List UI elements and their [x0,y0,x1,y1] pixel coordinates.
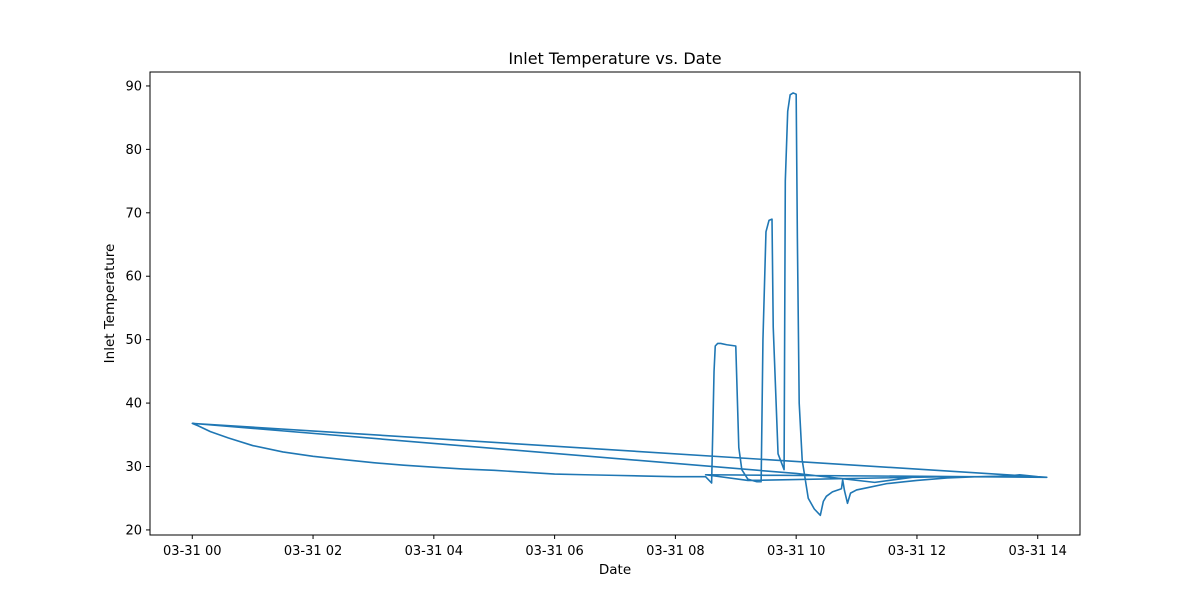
y-tick-label: 40 [125,397,142,412]
x-tick-label: 03-31 14 [1009,544,1067,559]
y-tick-label: 50 [125,333,142,348]
y-tick-label: 20 [125,523,142,538]
x-tick-label: 03-31 10 [767,544,825,559]
x-tick-label: 03-31 04 [405,544,463,559]
x-axis-title: Date [599,562,631,578]
x-tick-label: 03-31 02 [284,544,342,559]
y-axis: 20 30 40 50 60 70 80 90 [125,79,150,538]
series-line-group [191,92,1048,517]
y-tick-label: 30 [125,460,142,475]
y-axis-title: Inlet Temperature [102,244,118,364]
x-tick-label: 03-31 00 [163,544,221,559]
y-tick-label: 80 [125,143,142,158]
chart-title: Inlet Temperature vs. Date [508,49,721,68]
y-tick-label: 90 [125,79,142,94]
x-tick-label: 03-31 12 [888,544,946,559]
series-line [191,92,1048,517]
x-axis: 03-31 00 03-31 02 03-31 04 03-31 06 03-31 08… [163,535,1067,559]
plot-frame [149,71,1081,536]
y-tick-label: 70 [125,206,142,221]
x-tick-label: 03-31 06 [525,544,583,559]
y-tick-label: 60 [125,270,142,285]
x-tick-label: 03-31 08 [646,544,704,559]
